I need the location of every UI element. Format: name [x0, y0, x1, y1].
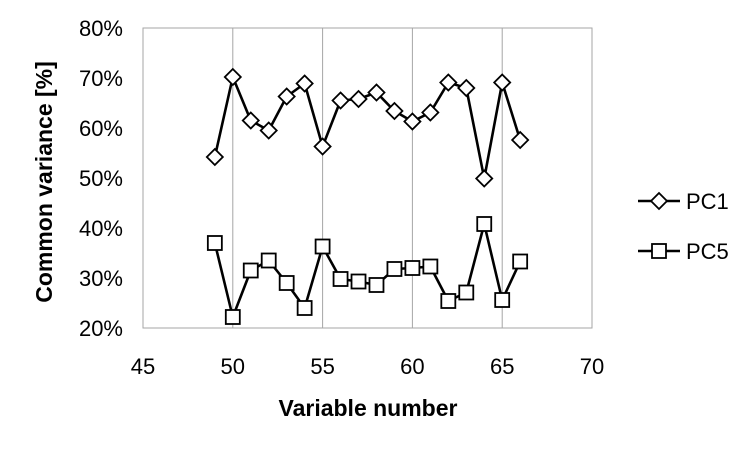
data-point-pc1: [403, 112, 422, 131]
data-point-pc1: [510, 130, 530, 150]
data-point-pc5: [386, 261, 403, 277]
data-point-pc1: [492, 73, 512, 92]
data-point-pc5: [314, 238, 331, 255]
y-axis-title: Common variance [%]: [31, 61, 57, 303]
data-point-pc1: [259, 121, 278, 140]
data-point-pc1: [313, 137, 332, 156]
legend-label-pc5: PC5: [686, 239, 729, 264]
y-tick-label: 30%: [79, 266, 123, 291]
data-point-pc5: [206, 235, 223, 251]
data-point-pc5: [422, 258, 439, 275]
x-tick-label: 55: [310, 354, 334, 379]
plot-area-border: [142, 27, 593, 329]
y-axis-ticks: 20% 30% 40% 50% 60% 70% 80%: [79, 16, 123, 341]
data-point-pc1: [331, 91, 350, 110]
x-axis-ticks: 45 50 55 60 65 70: [131, 354, 604, 379]
data-point-pc5: [404, 260, 421, 276]
series-layer: [205, 67, 530, 325]
data-point-pc5: [458, 284, 475, 301]
x-tick-label: 50: [221, 354, 245, 379]
data-point-pc1: [277, 87, 296, 106]
data-point-pc1: [295, 74, 314, 93]
data-point-pc5: [440, 293, 457, 309]
data-point-pc5: [494, 292, 511, 308]
legend: PC1 PC5: [638, 189, 729, 264]
data-point-pc1: [241, 111, 261, 130]
x-tick-label: 70: [580, 354, 604, 379]
data-point-pc5: [224, 309, 241, 325]
y-tick-label: 20%: [79, 316, 123, 341]
data-point-pc1: [367, 83, 386, 102]
data-point-pc1: [457, 78, 476, 98]
data-point-pc1: [439, 73, 458, 92]
data-point-pc1: [421, 103, 440, 122]
series-pc5: [206, 216, 529, 325]
data-point-pc5: [350, 273, 367, 290]
y-tick-label: 40%: [79, 216, 123, 241]
legend-marker-pc5: [651, 243, 667, 259]
data-point-pc1: [223, 67, 243, 87]
data-point-pc5: [332, 271, 349, 287]
series-line-pc5: [213, 222, 522, 319]
legend-label-pc1: PC1: [686, 189, 729, 214]
data-point-pc5: [512, 253, 529, 270]
x-tick-label: 45: [131, 354, 155, 379]
data-point-pc1: [349, 89, 368, 109]
series-pc1: [205, 67, 530, 188]
data-point-pc1: [205, 147, 225, 167]
y-tick-label: 50%: [79, 166, 123, 191]
data-point-pc5: [296, 300, 313, 316]
y-tick-label: 80%: [79, 16, 123, 41]
x-tick-label: 60: [400, 354, 424, 379]
data-point-pc5: [260, 252, 277, 269]
y-tick-label: 70%: [79, 66, 123, 91]
x-axis-title: Variable number: [279, 395, 458, 421]
data-point-pc5: [476, 216, 493, 232]
data-point-pc5: [368, 277, 385, 293]
data-point-pc1: [474, 169, 494, 188]
legend-marker-pc1: [649, 191, 669, 211]
data-point-pc5: [278, 275, 295, 291]
y-tick-label: 60%: [79, 116, 123, 141]
data-point-pc1: [385, 101, 404, 121]
data-point-pc5: [242, 262, 259, 279]
x-tick-label: 65: [490, 354, 514, 379]
